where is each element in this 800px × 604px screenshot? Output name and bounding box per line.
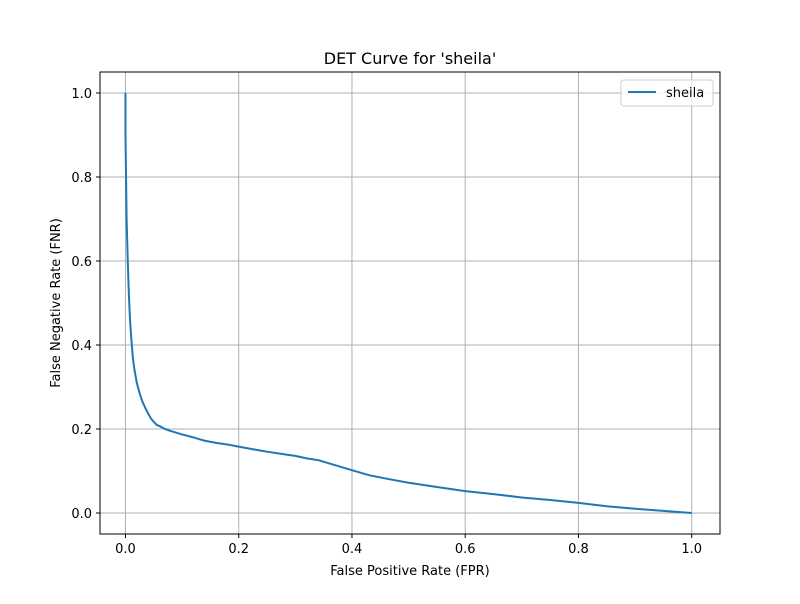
grid-layer bbox=[100, 72, 720, 534]
series-line-sheila bbox=[124, 93, 692, 514]
x-axis-label: False Positive Rate (FPR) bbox=[330, 564, 489, 579]
y-axis-label: False Negative Rate (FNR) bbox=[49, 218, 64, 388]
x-tick-label: 0.8 bbox=[568, 542, 589, 557]
y-tick-label: 0.4 bbox=[71, 339, 92, 354]
x-tick-label: 0.6 bbox=[455, 542, 476, 557]
y-tick-label: 0.2 bbox=[71, 423, 92, 438]
y-tick-label: 0.0 bbox=[71, 507, 92, 522]
y-tick-label: 0.6 bbox=[71, 255, 92, 270]
x-tick-label: 0.2 bbox=[228, 542, 249, 557]
axes-frame bbox=[99, 71, 721, 535]
x-tick-label: 0.4 bbox=[342, 542, 363, 557]
legend: sheila bbox=[620, 79, 714, 107]
y-tick-label: 1.0 bbox=[71, 87, 92, 102]
series-layer bbox=[124, 93, 692, 514]
tick-layer: 0.0 0.2 0.4 0.6 0.8 1.0 0.0 0.2 0.4 0.6 0.8 1.0 bbox=[71, 87, 702, 557]
legend-box bbox=[620, 79, 714, 107]
x-tick-label: 0.0 bbox=[115, 542, 136, 557]
y-tick-label: 0.8 bbox=[71, 171, 92, 186]
chart-title: DET Curve for 'sheila' bbox=[324, 49, 496, 68]
legend-label-sheila: sheila bbox=[666, 86, 704, 101]
x-tick-label: 1.0 bbox=[681, 542, 702, 557]
